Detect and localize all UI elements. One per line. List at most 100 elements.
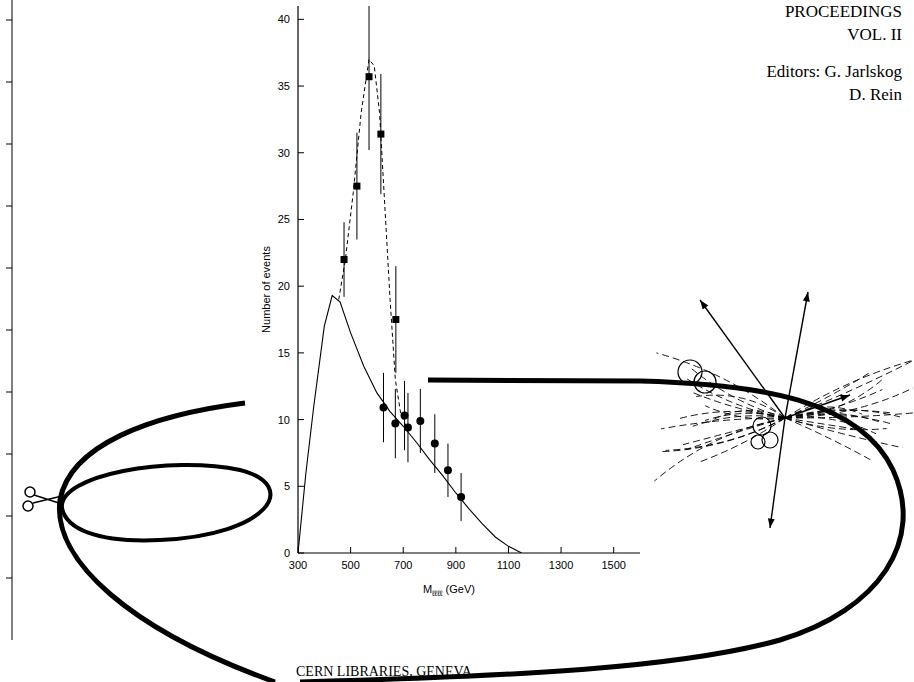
track (785, 361, 913, 418)
track (785, 410, 890, 418)
curve (298, 296, 522, 553)
track (785, 412, 914, 418)
track (692, 369, 785, 418)
y-tick (298, 19, 304, 20)
footer: CERN LIBRARIES, GENEVA (296, 664, 473, 679)
x-tick (403, 547, 404, 553)
point (431, 440, 439, 448)
arrow-head (803, 292, 810, 302)
y-tick (298, 419, 304, 420)
y-tick (298, 553, 304, 554)
track (785, 371, 872, 418)
x-tick-label: 300 (289, 559, 307, 571)
y-tick (298, 486, 304, 487)
y-tick-label: 5 (284, 480, 290, 492)
point (366, 73, 373, 80)
point (391, 420, 399, 428)
frame-tick (6, 392, 12, 393)
track (661, 418, 785, 429)
x-axis-title: Mℓℓℓℓ (GeV) (423, 583, 475, 598)
x-tick-label: 1300 (549, 559, 573, 571)
scissors (25, 487, 35, 497)
shower-circle (694, 371, 716, 393)
header-text: VOL. II (847, 25, 902, 44)
track (785, 359, 914, 418)
track (785, 418, 871, 460)
scissors (33, 495, 62, 504)
y-tick-label: 0 (284, 547, 290, 559)
frame-tick (6, 206, 12, 207)
track (660, 418, 785, 452)
scissors (23, 501, 33, 511)
shower-circle (678, 360, 702, 384)
point (457, 493, 465, 501)
x-tick (613, 547, 614, 553)
arrow (770, 418, 785, 528)
y-tick (298, 352, 304, 353)
track (700, 418, 785, 462)
track (785, 418, 887, 430)
point (401, 412, 409, 420)
y-tick (298, 286, 304, 287)
frame-tick (6, 454, 12, 455)
point (377, 131, 384, 138)
y-tick-label: 40 (278, 13, 290, 25)
curve (339, 59, 406, 426)
editors: Editors: G. Jarlskog (766, 62, 902, 81)
arrow (785, 292, 808, 418)
y-tick (298, 152, 304, 153)
arrow-head (768, 518, 775, 528)
track (785, 417, 876, 434)
track (785, 379, 883, 418)
track (785, 418, 903, 448)
track (785, 388, 913, 418)
chart: 0510152025303540300500700900110013001500… (260, 3, 640, 598)
x-tick (561, 547, 562, 553)
track (666, 418, 785, 450)
y-tick (298, 86, 304, 87)
frame-tick (6, 20, 12, 21)
y-tick-label: 35 (278, 80, 290, 92)
ring-right (300, 380, 903, 682)
shower-circle (751, 435, 765, 449)
arrow-head (700, 300, 708, 310)
decoration (6, 0, 914, 682)
track (654, 418, 785, 481)
track (705, 413, 785, 420)
y-axis-title: Number of events (260, 246, 272, 333)
frame-tick (6, 516, 12, 517)
arrow (700, 300, 785, 418)
arrow (785, 395, 850, 418)
frame-tick (6, 578, 12, 579)
x-tick-label: 1100 (497, 559, 521, 571)
frame-tick (6, 82, 12, 83)
arrow-head (840, 395, 850, 402)
y-tick-label: 30 (278, 147, 290, 159)
frame-edge (12, 0, 13, 640)
y-tick (298, 219, 304, 220)
frame-tick (6, 144, 12, 145)
point (341, 256, 348, 263)
point (392, 316, 399, 323)
x-tick (350, 547, 351, 553)
header-text: PROCEEDINGS (785, 2, 902, 21)
editors: D. Rein (849, 85, 902, 104)
x-axis (298, 552, 640, 553)
track (683, 418, 785, 445)
point (353, 183, 360, 190)
y-tick-label: 10 (278, 414, 290, 426)
ring-loop (62, 465, 270, 540)
frame-tick (6, 330, 12, 331)
track (656, 353, 785, 418)
y-tick-label: 25 (278, 213, 290, 225)
plot-area (298, 6, 522, 553)
x-tick (455, 547, 456, 553)
x-tick (508, 547, 509, 553)
point (404, 424, 412, 432)
point (416, 417, 424, 425)
point (444, 466, 452, 474)
x-tick-label: 1500 (601, 559, 625, 571)
x-tick-label: 500 (341, 559, 359, 571)
y-axis (297, 6, 298, 553)
point (380, 404, 388, 412)
